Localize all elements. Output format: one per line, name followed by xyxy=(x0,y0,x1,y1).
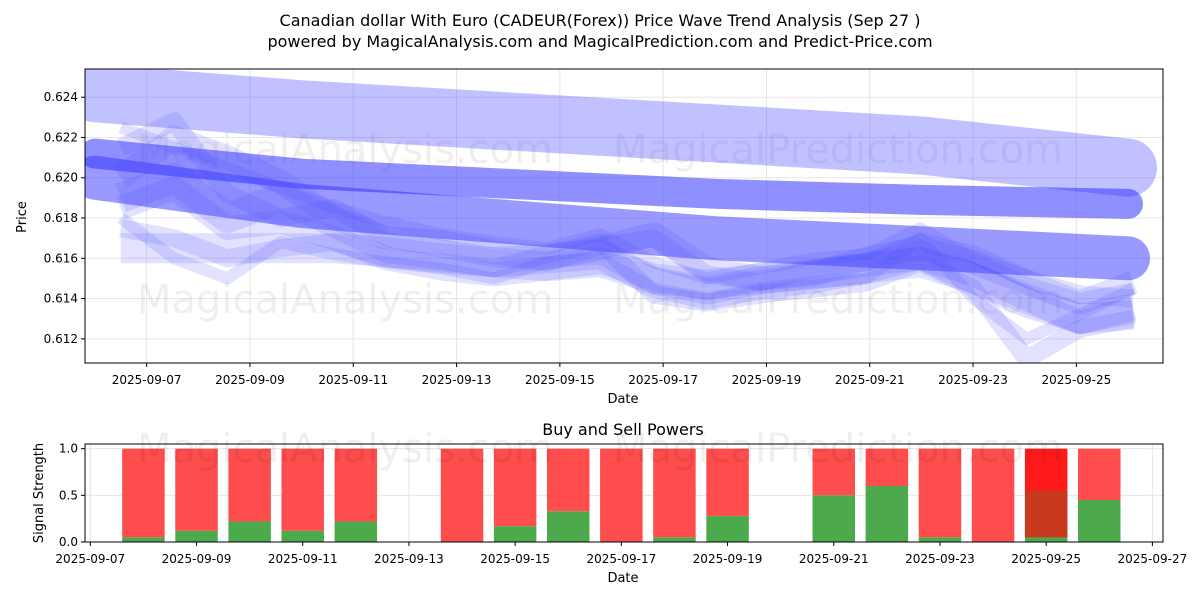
x-tick-label: 2025-09-21 xyxy=(799,552,869,566)
main-y-axis: 0.612 0.614 0.616 0.618 0.620 0.622 0.624 xyxy=(44,90,85,346)
x-tick-label: 2025-09-09 xyxy=(215,373,285,387)
buy-bar xyxy=(653,537,696,542)
buy-bar xyxy=(706,515,749,542)
sell-bar xyxy=(440,448,484,542)
wave-line xyxy=(118,121,1135,305)
bar-chart-title: Buy and Sell Powers xyxy=(542,420,704,439)
bar-marks xyxy=(122,448,1121,542)
main-x-axis-label: Date xyxy=(607,392,638,407)
x-tick-label: 2025-09-25 xyxy=(1041,373,1111,387)
wave-marks xyxy=(85,69,1157,363)
bar-plot-frame xyxy=(84,443,1164,543)
x-tick-label: 2025-09-07 xyxy=(55,552,125,566)
x-tick-label: 2025-09-23 xyxy=(938,373,1008,387)
main-plot-frame xyxy=(84,68,1164,364)
bar-x-axis-label: Date xyxy=(607,571,638,586)
bar-y-axis-label: Signal Strength xyxy=(32,443,47,543)
x-tick-label: 2025-09-19 xyxy=(732,373,802,387)
wave-line xyxy=(115,162,1136,334)
sell-bar xyxy=(812,448,855,496)
buy-sell-panel: Buy and Sell Powers MagicalAnalysis.com … xyxy=(32,420,1187,586)
sell-bar xyxy=(175,448,218,531)
buy-bar xyxy=(493,526,537,542)
x-tick-label: 2025-09-25 xyxy=(1011,552,1081,566)
x-tick-label: 2025-09-15 xyxy=(525,373,595,387)
sell-bar xyxy=(1078,448,1121,500)
sell-bar xyxy=(334,448,378,522)
sell-bar xyxy=(918,448,962,538)
sell-bar xyxy=(228,448,271,522)
y-tick-label: 0.5 xyxy=(59,488,78,502)
buy-bar xyxy=(228,521,271,542)
chart-title: Canadian dollar With Euro (CADEUR(Forex)… xyxy=(280,11,921,30)
buy-bar xyxy=(1078,500,1121,542)
watermark: MagicalPrediction.com xyxy=(613,426,1063,472)
main-y-axis-label: Price xyxy=(15,201,30,233)
wave-line xyxy=(117,213,1136,345)
y-tick-label: 1.0 xyxy=(59,442,78,456)
x-tick-label: 2025-09-17 xyxy=(586,552,656,566)
sell-bar xyxy=(653,448,696,538)
buy-bar xyxy=(334,521,378,542)
chart-subtitle: powered by MagicalAnalysis.com and Magic… xyxy=(267,32,932,51)
x-tick-label: 2025-09-17 xyxy=(628,373,698,387)
wave-line xyxy=(116,175,1137,335)
y-tick-label: 0.618 xyxy=(44,211,78,225)
buy-bar xyxy=(1024,537,1068,542)
wave-line xyxy=(120,233,1135,334)
y-tick-label: 0.622 xyxy=(44,130,78,144)
x-tick-label: 2025-09-19 xyxy=(693,552,763,566)
watermark: MagicalPrediction.com xyxy=(613,277,1063,323)
buy-bar xyxy=(547,511,590,542)
wave-line xyxy=(119,219,1135,363)
trend-band xyxy=(85,69,1157,197)
watermark: MagicalAnalysis.com xyxy=(137,426,553,472)
bar-x-axis: 2025-09-07 2025-09-09 2025-09-11 2025-09-13… xyxy=(55,542,1187,566)
sell-bar xyxy=(865,448,909,486)
y-tick-label: 0.614 xyxy=(44,292,78,306)
buy-bar xyxy=(918,537,962,542)
y-tick-label: 0.624 xyxy=(44,90,78,104)
y-tick-label: 0.616 xyxy=(44,251,78,265)
sell-bar xyxy=(600,448,643,542)
x-tick-label: 2025-09-23 xyxy=(905,552,975,566)
main-x-axis: 2025-09-07 2025-09-09 2025-09-11 2025-09-13… xyxy=(112,363,1111,387)
buy-bar xyxy=(122,537,165,542)
y-tick-label: 0.612 xyxy=(44,332,78,346)
y-tick-label: 0.620 xyxy=(44,171,78,185)
sell-bar xyxy=(493,448,537,527)
trend-band xyxy=(85,155,1150,281)
bar-watermarks: MagicalAnalysis.com MagicalPrediction.co… xyxy=(137,426,1063,472)
sell-bar xyxy=(971,448,1015,542)
sell-bar xyxy=(547,448,590,512)
bar-y-axis: 0.0 0.5 1.0 xyxy=(59,442,85,549)
trend-band xyxy=(85,138,1143,219)
sell-bar xyxy=(122,448,165,538)
buy-bar xyxy=(175,530,218,542)
x-tick-label: 2025-09-13 xyxy=(422,373,492,387)
wave-line xyxy=(113,125,1138,315)
x-tick-label: 2025-09-13 xyxy=(374,552,444,566)
y-tick-label: 0.0 xyxy=(59,535,78,549)
x-tick-label: 2025-09-09 xyxy=(162,552,232,566)
buy-bar xyxy=(812,495,855,542)
price-wave-panel: MagicalAnalysis.com MagicalPrediction.co… xyxy=(15,68,1164,407)
watermark: MagicalAnalysis.com xyxy=(137,277,553,323)
overlap-bar xyxy=(1024,490,1068,538)
x-tick-label: 2025-09-11 xyxy=(318,373,388,387)
x-tick-label: 2025-09-07 xyxy=(112,373,182,387)
buy-bar xyxy=(865,486,909,542)
buy-bar xyxy=(281,530,324,542)
sell-bar xyxy=(706,448,749,516)
x-tick-label: 2025-09-21 xyxy=(835,373,905,387)
sell-bar xyxy=(281,448,324,531)
x-tick-label: 2025-09-11 xyxy=(268,552,338,566)
x-tick-label: 2025-09-27 xyxy=(1118,552,1188,566)
watermark: MagicalPrediction.com xyxy=(613,127,1063,173)
x-tick-label: 2025-09-15 xyxy=(480,552,550,566)
wave-line xyxy=(116,112,1134,308)
